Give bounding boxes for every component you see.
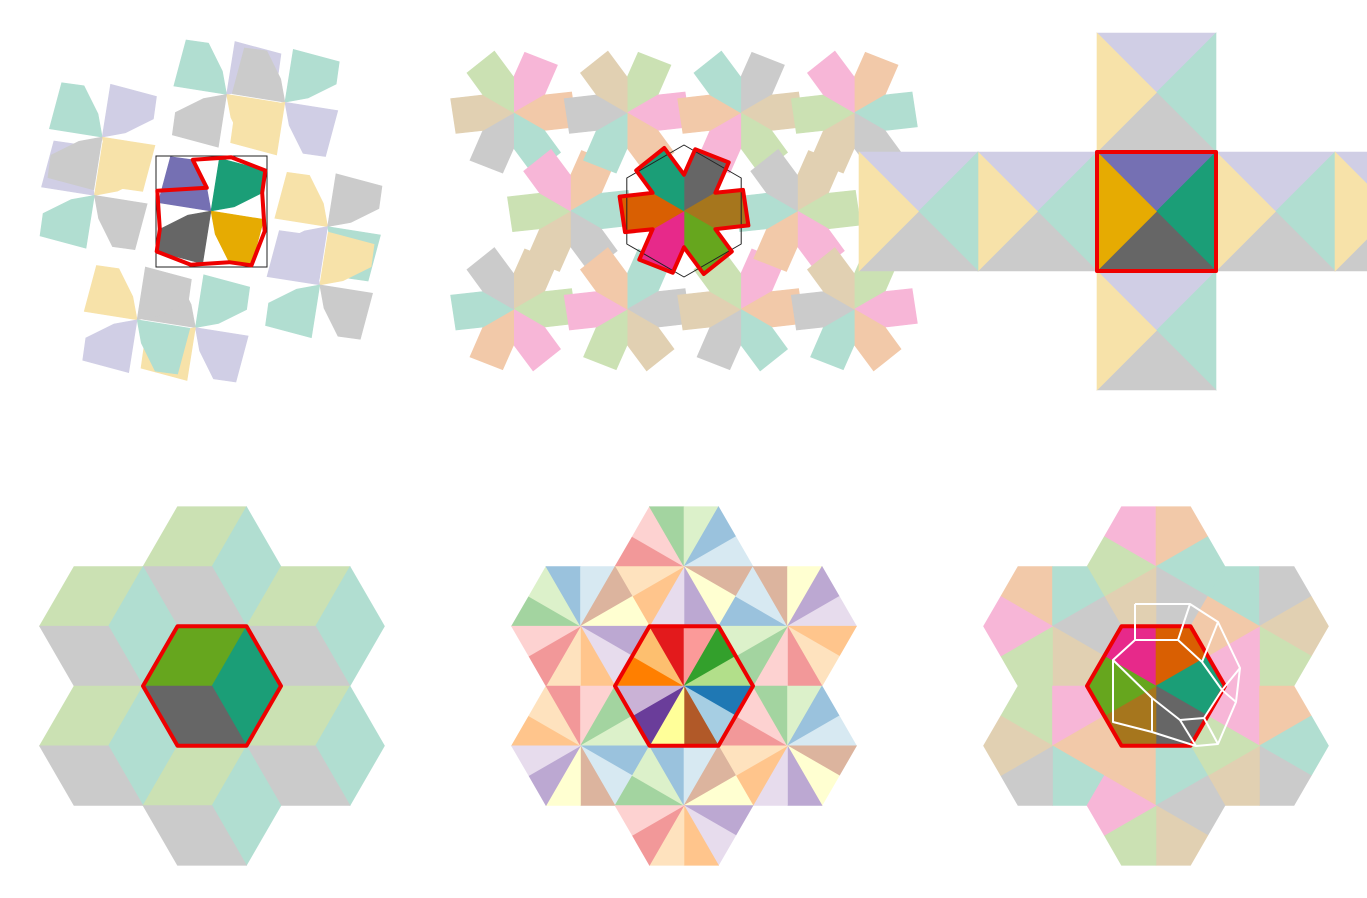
rosette-tile (523, 148, 571, 212)
fundamental-region-outline (613, 624, 755, 748)
pentagon-tile (327, 173, 383, 227)
pentagon-tile (319, 231, 375, 286)
rosette-tile (579, 247, 628, 310)
pentagon-tile (231, 47, 286, 103)
pentagon-tile (94, 195, 148, 251)
pentagon-tile (101, 136, 156, 192)
triangle-tile (1096, 32, 1157, 153)
pentagon-tile (82, 319, 138, 373)
unit-cell-square (155, 155, 268, 268)
pentagon-tile (136, 319, 191, 375)
pentagon-tile (284, 49, 340, 103)
rosette-tile (466, 50, 515, 114)
kite-triangle-tile (614, 805, 686, 836)
pentagon-tile (101, 83, 157, 138)
dual-overlay-edge (1201, 621, 1219, 663)
kite-triangle-hexagon-tiling-panel (510, 506, 858, 866)
fundamental-region-outline (141, 624, 283, 748)
rosette-tile (466, 247, 515, 310)
pentagon-tile (83, 265, 138, 321)
pentagon-tile (195, 327, 249, 383)
pentagon-tile (195, 274, 251, 328)
rosette-tile (750, 148, 798, 212)
kite-tile (1086, 775, 1157, 836)
dual-overlay-outline (1112, 603, 1241, 747)
kite-tile (983, 715, 1054, 777)
pentagon-tile (49, 82, 103, 138)
fundamental-region-outline (1095, 150, 1218, 273)
dual-overlay-edge (1112, 659, 1153, 699)
pentagon-tile (39, 195, 95, 249)
pentagon-tile (173, 39, 227, 95)
dual-overlay-edge (1151, 639, 1223, 721)
rhombus-tile (38, 745, 144, 806)
dual-overlay-edge (1203, 717, 1219, 745)
unit-cell-hexagon (626, 144, 742, 278)
square-triangle-tiling-panel (858, 32, 1367, 391)
hexagonal-rosette-tiling-panel (450, 50, 918, 372)
kite-tile (983, 595, 1054, 657)
rhombus-cube-tiling-panel (38, 506, 385, 866)
pentagon-tile (230, 101, 286, 156)
pentagon-tile (284, 101, 339, 157)
triangle-tile (1334, 151, 1367, 272)
pentagon-tiling-panel (39, 39, 383, 383)
pentagon-tile (266, 230, 321, 286)
pentagon-tile (136, 266, 192, 321)
dual-overlay-edge (1221, 667, 1241, 703)
pentagon-tile (274, 171, 328, 227)
pentagon-tile (265, 284, 321, 339)
rosette-tile (579, 50, 628, 114)
rhombus-tile (142, 805, 248, 866)
kite-triangle-tile (510, 625, 582, 657)
rosette-tile (806, 247, 855, 310)
rosette-tile (806, 50, 855, 114)
rosette-tile (693, 50, 742, 114)
triangle-tile (1096, 270, 1157, 391)
kite-triangle-tile (510, 745, 582, 777)
pentagon-tile (47, 136, 103, 191)
triangle-tile (858, 151, 919, 272)
kite-hexagon-tiling-panel (983, 506, 1329, 866)
dual-overlay-edge (1179, 719, 1197, 747)
fundamental-region-outline (617, 146, 751, 276)
pentagon-tile (319, 284, 373, 340)
pentagon-tile (171, 94, 227, 148)
fundamental-region-outline (154, 155, 268, 268)
